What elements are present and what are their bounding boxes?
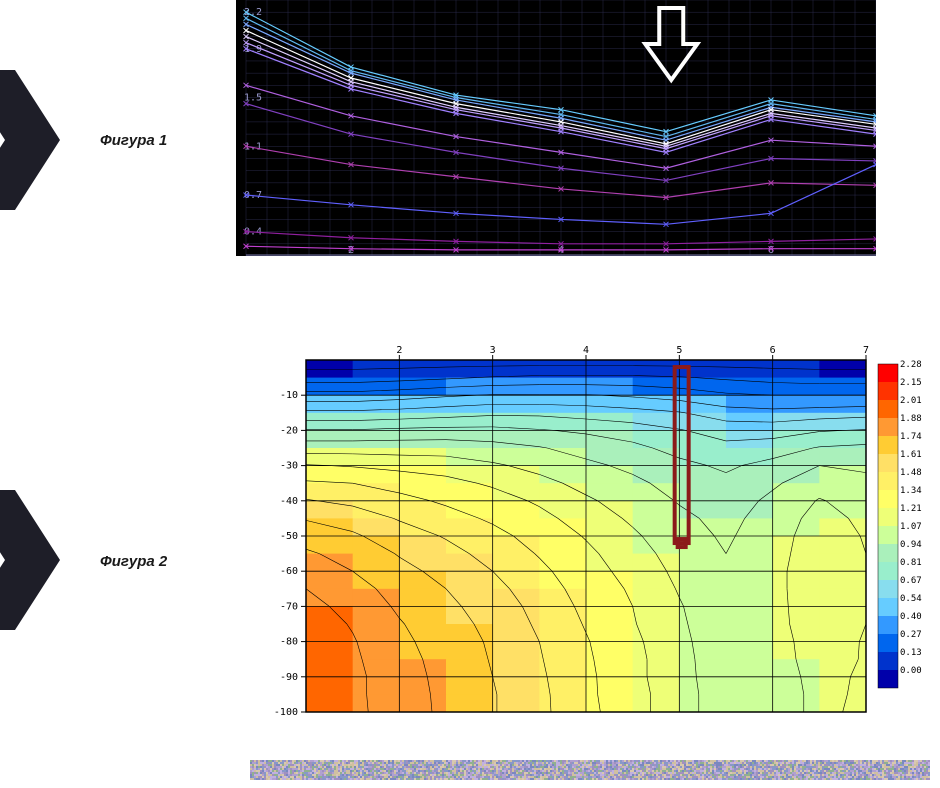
svg-text:0.00: 0.00 [900, 666, 922, 676]
pointer-shape-2 [0, 490, 60, 630]
pointer-block-1 [0, 70, 100, 210]
svg-text:-80: -80 [280, 637, 298, 648]
figure-1-svg: 0.40.71.11.51.92.2246 [236, 0, 876, 256]
figure-1-chart: 0.40.71.11.51.92.2246 [236, 0, 876, 256]
pointer-block-2 [0, 490, 100, 630]
svg-text:0.13: 0.13 [900, 648, 922, 658]
svg-text:0.40: 0.40 [900, 612, 922, 622]
svg-text:1.34: 1.34 [900, 486, 922, 496]
svg-text:-90: -90 [280, 672, 298, 683]
svg-text:4: 4 [583, 345, 589, 356]
svg-text:1.88: 1.88 [900, 414, 922, 424]
svg-text:1.61: 1.61 [900, 450, 922, 460]
svg-text:-50: -50 [280, 531, 298, 542]
svg-text:5: 5 [676, 345, 682, 356]
svg-text:1.48: 1.48 [900, 468, 922, 478]
svg-text:1.74: 1.74 [900, 432, 922, 442]
svg-text:0.81: 0.81 [900, 558, 922, 568]
noise-strip [250, 760, 930, 780]
svg-text:0.94: 0.94 [900, 540, 922, 550]
svg-text:2.28: 2.28 [900, 360, 922, 370]
svg-text:1.5: 1.5 [244, 93, 262, 104]
svg-text:6: 6 [770, 345, 776, 356]
svg-text:-70: -70 [280, 601, 298, 612]
svg-text:7: 7 [863, 345, 869, 356]
svg-text:1.07: 1.07 [900, 522, 922, 532]
figure-2-label: Фигура 2 [100, 553, 167, 570]
svg-text:-40: -40 [280, 496, 298, 507]
svg-text:3: 3 [490, 345, 496, 356]
svg-text:-20: -20 [280, 425, 298, 436]
figure-2-chart: 2 3 4 5 6 7 -10 -20 -30 -40 -50 -60 -70 -80 -90 -100 2.2… [250, 342, 930, 730]
svg-text:2.01: 2.01 [900, 396, 922, 406]
pointer-shape-1 [0, 70, 60, 210]
figure-2-svg: 2 3 4 5 6 7 -10 -20 -30 -40 -50 -60 -70 -80 -90 -100 2.2… [250, 342, 930, 730]
svg-text:2: 2 [396, 345, 402, 356]
svg-text:0.54: 0.54 [900, 594, 922, 604]
svg-text:0.67: 0.67 [900, 576, 922, 586]
figure-1-label: Фигура 1 [100, 132, 167, 149]
svg-text:1.21: 1.21 [900, 504, 922, 514]
svg-text:-100: -100 [274, 707, 298, 718]
svg-text:0.27: 0.27 [900, 630, 922, 640]
svg-text:-60: -60 [280, 566, 298, 577]
svg-text:2.15: 2.15 [900, 378, 922, 388]
svg-text:-30: -30 [280, 461, 298, 472]
svg-text:-10: -10 [280, 390, 298, 401]
